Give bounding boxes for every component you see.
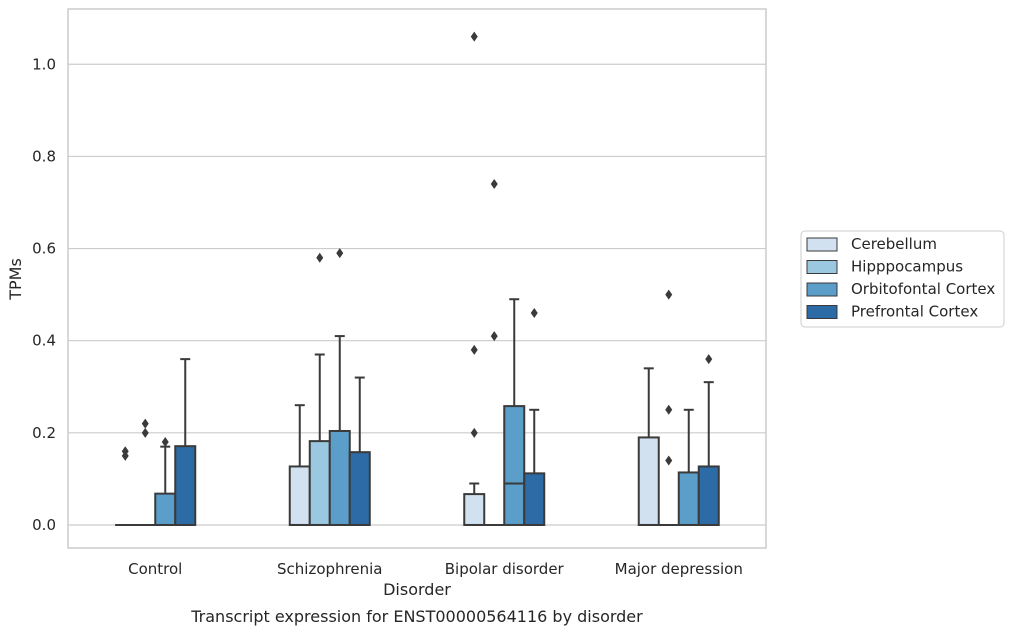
x-axis-title: Disorder: [383, 580, 451, 599]
outlier-point: [336, 248, 344, 259]
outlier-point: [141, 418, 149, 429]
legend-label: Orbitofontal Cortex: [851, 280, 995, 298]
outlier-point: [490, 179, 498, 190]
box-group: [523, 308, 546, 526]
legend-frame: [800, 230, 1005, 328]
y-tick-label: 0.8: [32, 147, 56, 165]
legend-swatch: [806, 305, 838, 319]
outlier-point: [705, 354, 713, 365]
x-tick-label: Major depression: [615, 560, 743, 578]
plot-frame: [67, 8, 767, 549]
box-group: [677, 408, 700, 526]
x-tick-label: Control: [128, 560, 182, 578]
box-group: [115, 446, 136, 526]
marks-layer: [115, 31, 720, 526]
box-group: [637, 367, 660, 526]
outlier-point: [530, 308, 538, 319]
box: [174, 445, 197, 526]
box-group: [463, 31, 486, 526]
box: [328, 429, 351, 526]
box-group: [484, 179, 505, 526]
y-tick-label: 0.6: [32, 240, 56, 258]
legend-swatch: [806, 282, 838, 297]
y-tick-labels: 0.0 0.2 0.4 0.6 0.8 1.0: [32, 55, 56, 534]
box-group: [697, 354, 720, 526]
outlier-point: [470, 344, 478, 355]
y-tick-label: 0.4: [32, 332, 56, 350]
legend-items: Cerebellum Hipppocampus Orbitofontal Corte…: [806, 235, 995, 321]
outlier-point: [141, 427, 149, 438]
grid-layer: [68, 63, 766, 526]
box: [154, 492, 177, 526]
x-tick-label: Schizophrenia: [277, 560, 382, 578]
box-group: [503, 298, 526, 526]
box: [523, 472, 546, 526]
box: [348, 451, 371, 526]
box-group: [308, 252, 331, 526]
outlier-point: [490, 331, 498, 342]
legend-swatch: [806, 237, 838, 252]
outlier-point: [665, 404, 673, 415]
outlier-point: [665, 455, 673, 466]
x-tick-label: Bipolar disorder: [445, 560, 565, 578]
box: [463, 493, 486, 526]
y-tick-label: 0.0: [32, 516, 56, 534]
box: [308, 440, 331, 526]
legend-label: Hipppocampus: [851, 258, 963, 276]
box: [637, 436, 660, 526]
box-group: [174, 358, 197, 526]
box-group: [658, 289, 679, 526]
box-group: [135, 418, 156, 526]
y-axis-title: TPMs: [6, 258, 25, 301]
box: [677, 471, 700, 526]
outlier-point: [470, 31, 478, 42]
box-group: [348, 376, 371, 526]
outlier-point: [121, 446, 129, 457]
box: [288, 465, 311, 526]
box: [697, 465, 720, 526]
outlier-point: [470, 427, 478, 438]
box-group: [154, 437, 177, 526]
legend: Cerebellum Hipppocampus Orbitofontal Corte…: [800, 230, 1005, 328]
legend-swatch: [806, 260, 838, 274]
legend-label: Prefrontal Cortex: [851, 303, 978, 321]
legend-label: Cerebellum: [851, 235, 937, 253]
outlier-point: [665, 289, 673, 300]
y-tick-label: 0.2: [32, 424, 56, 442]
box: [503, 405, 526, 526]
y-tick-label: 1.0: [32, 55, 56, 73]
box-group: [328, 248, 351, 526]
outlier-point: [316, 252, 324, 263]
outlier-point: [161, 437, 169, 448]
box-group: [288, 404, 311, 526]
figure-caption: Transcript expression for ENST0000056411…: [190, 607, 643, 626]
x-tick-labels: Control Schizophrenia Bipolar disorder Majo…: [128, 560, 743, 578]
